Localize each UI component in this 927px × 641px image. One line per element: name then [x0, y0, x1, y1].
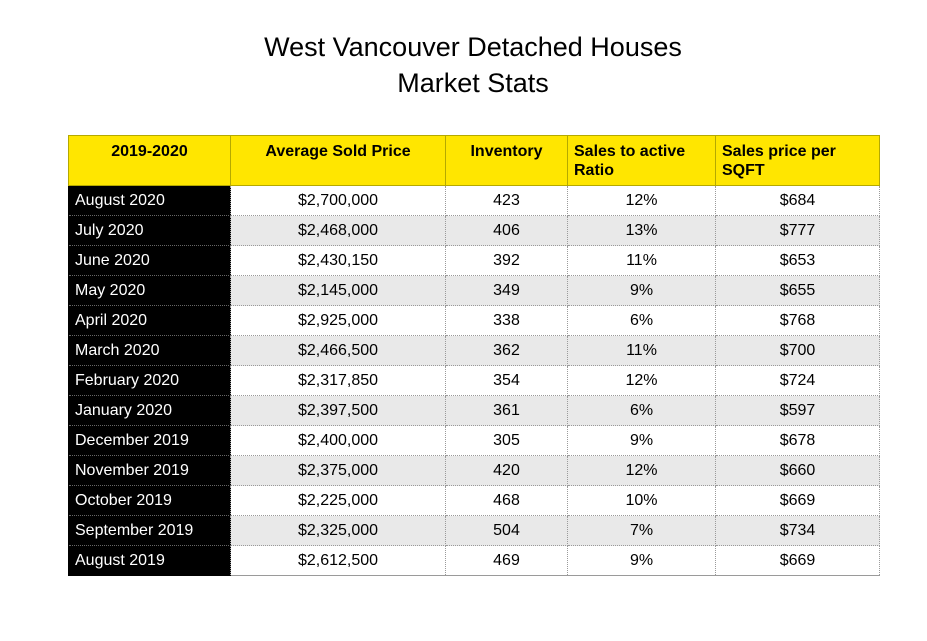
- month-cell: August 2019: [68, 545, 231, 576]
- sales-to-active-ratio-cell: 6%: [567, 305, 716, 336]
- inventory-cell: 504: [445, 515, 568, 546]
- chart-title: West Vancouver Detached Houses Market St…: [0, 29, 927, 101]
- month-cell: October 2019: [68, 485, 231, 516]
- month-cell: March 2020: [68, 335, 231, 366]
- sales-to-active-ratio-cell: 12%: [567, 185, 716, 216]
- table-row: August 2019 $2,612,500 469 9% $669: [68, 545, 880, 576]
- average-sold-price-cell: $2,397,500: [230, 395, 446, 426]
- table-row: March 2020 $2,466,500 362 11% $700: [68, 335, 880, 366]
- month-cell: April 2020: [68, 305, 231, 336]
- month-cell: November 2019: [68, 455, 231, 486]
- table-row: August 2020 $2,700,000 423 12% $684: [68, 185, 880, 216]
- sales-to-active-ratio-cell: 9%: [567, 425, 716, 456]
- month-cell: May 2020: [68, 275, 231, 306]
- sales-price-per-sqft-cell: $597: [715, 395, 880, 426]
- header-inventory: Inventory: [445, 135, 568, 186]
- average-sold-price-cell: $2,145,000: [230, 275, 446, 306]
- inventory-cell: 406: [445, 215, 568, 246]
- sales-price-per-sqft-cell: $669: [715, 545, 880, 576]
- sales-to-active-ratio-cell: 10%: [567, 485, 716, 516]
- month-cell: December 2019: [68, 425, 231, 456]
- sales-price-per-sqft-cell: $660: [715, 455, 880, 486]
- average-sold-price-cell: $2,430,150: [230, 245, 446, 276]
- table-row: February 2020 $2,317,850 354 12% $724: [68, 365, 880, 396]
- average-sold-price-cell: $2,700,000: [230, 185, 446, 216]
- sales-to-active-ratio-cell: 9%: [567, 275, 716, 306]
- average-sold-price-cell: $2,325,000: [230, 515, 446, 546]
- table-body: August 2020 $2,700,000 423 12% $684 July 2020…: [68, 185, 880, 576]
- table-row: May 2020 $2,145,000 349 9% $655: [68, 275, 880, 306]
- inventory-cell: 362: [445, 335, 568, 366]
- sales-price-per-sqft-cell: $768: [715, 305, 880, 336]
- sales-price-per-sqft-cell: $678: [715, 425, 880, 456]
- sales-price-per-sqft-cell: $669: [715, 485, 880, 516]
- table-row: January 2020 $2,397,500 361 6% $597: [68, 395, 880, 426]
- sales-price-per-sqft-cell: $684: [715, 185, 880, 216]
- average-sold-price-cell: $2,612,500: [230, 545, 446, 576]
- sales-to-active-ratio-cell: 12%: [567, 455, 716, 486]
- table-header-row: 2019-2020 Average Sold Price Inventory S…: [68, 135, 880, 186]
- month-cell: August 2020: [68, 185, 231, 216]
- average-sold-price-cell: $2,468,000: [230, 215, 446, 246]
- inventory-cell: 361: [445, 395, 568, 426]
- sales-to-active-ratio-cell: 9%: [567, 545, 716, 576]
- inventory-cell: 420: [445, 455, 568, 486]
- month-cell: July 2020: [68, 215, 231, 246]
- inventory-cell: 468: [445, 485, 568, 516]
- chart-title-line-2: Market Stats: [397, 68, 549, 98]
- sales-price-per-sqft-cell: $724: [715, 365, 880, 396]
- month-cell: January 2020: [68, 395, 231, 426]
- sales-price-per-sqft-cell: $700: [715, 335, 880, 366]
- sales-price-per-sqft-cell: $734: [715, 515, 880, 546]
- sales-price-per-sqft-cell: $777: [715, 215, 880, 246]
- header-sales-price-per-sqft: Sales price per SQFT: [715, 135, 880, 186]
- inventory-cell: 349: [445, 275, 568, 306]
- sales-to-active-ratio-cell: 13%: [567, 215, 716, 246]
- inventory-cell: 354: [445, 365, 568, 396]
- sales-to-active-ratio-cell: 12%: [567, 365, 716, 396]
- sales-price-per-sqft-cell: $653: [715, 245, 880, 276]
- sales-to-active-ratio-cell: 7%: [567, 515, 716, 546]
- average-sold-price-cell: $2,400,000: [230, 425, 446, 456]
- month-cell: February 2020: [68, 365, 231, 396]
- header-sales-to-active-ratio: Sales to active Ratio: [567, 135, 716, 186]
- inventory-cell: 338: [445, 305, 568, 336]
- inventory-cell: 469: [445, 545, 568, 576]
- average-sold-price-cell: $2,225,000: [230, 485, 446, 516]
- sales-to-active-ratio-cell: 6%: [567, 395, 716, 426]
- market-stats-table: 2019-2020 Average Sold Price Inventory S…: [68, 135, 880, 576]
- table-row: June 2020 $2,430,150 392 11% $653: [68, 245, 880, 276]
- average-sold-price-cell: $2,925,000: [230, 305, 446, 336]
- header-period: 2019-2020: [68, 135, 231, 186]
- sales-to-active-ratio-cell: 11%: [567, 335, 716, 366]
- header-average-sold-price: Average Sold Price: [230, 135, 446, 186]
- table-row: September 2019 $2,325,000 504 7% $734: [68, 515, 880, 546]
- average-sold-price-cell: $2,317,850: [230, 365, 446, 396]
- sales-to-active-ratio-cell: 11%: [567, 245, 716, 276]
- chart-title-line-1: West Vancouver Detached Houses: [264, 32, 682, 62]
- month-cell: September 2019: [68, 515, 231, 546]
- inventory-cell: 305: [445, 425, 568, 456]
- inventory-cell: 423: [445, 185, 568, 216]
- table-row: April 2020 $2,925,000 338 6% $768: [68, 305, 880, 336]
- table-row: October 2019 $2,225,000 468 10% $669: [68, 485, 880, 516]
- average-sold-price-cell: $2,466,500: [230, 335, 446, 366]
- table-row: July 2020 $2,468,000 406 13% $777: [68, 215, 880, 246]
- month-cell: June 2020: [68, 245, 231, 276]
- table-row: December 2019 $2,400,000 305 9% $678: [68, 425, 880, 456]
- inventory-cell: 392: [445, 245, 568, 276]
- average-sold-price-cell: $2,375,000: [230, 455, 446, 486]
- sales-price-per-sqft-cell: $655: [715, 275, 880, 306]
- table-row: November 2019 $2,375,000 420 12% $660: [68, 455, 880, 486]
